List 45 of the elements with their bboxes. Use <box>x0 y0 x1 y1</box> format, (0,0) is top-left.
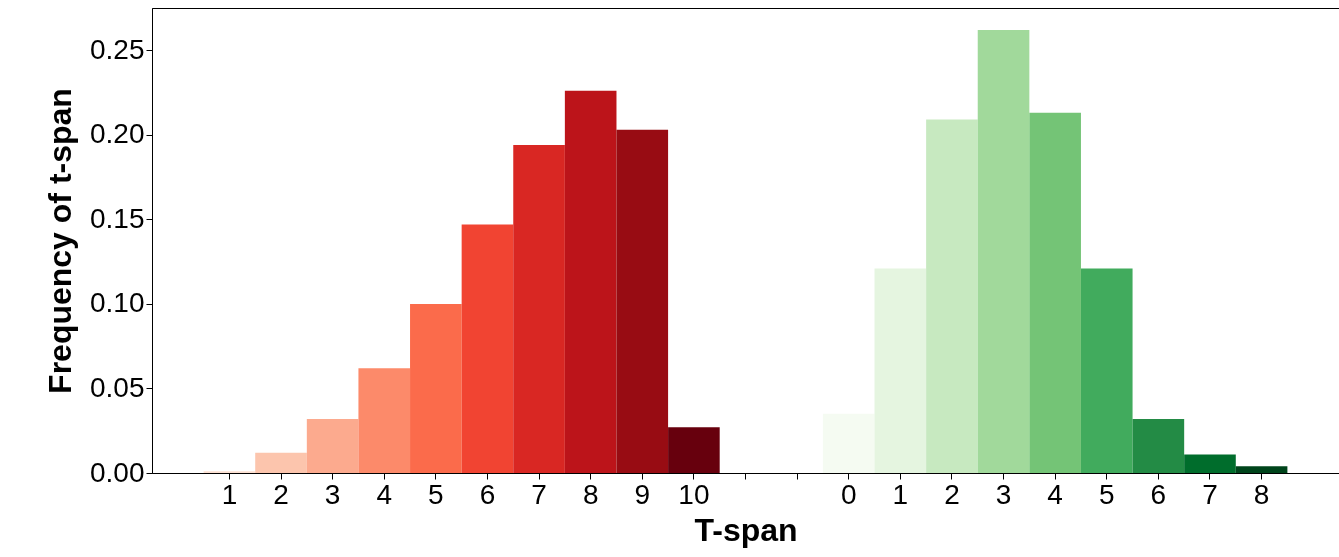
bar <box>410 303 462 473</box>
x-tick-label: 2 <box>273 478 289 510</box>
x-tick-label: 6 <box>1150 478 1167 510</box>
x-tick-label: 7 <box>531 478 547 510</box>
x-tick-label: 1 <box>892 478 909 510</box>
bar <box>1080 268 1133 473</box>
x-axis-title: T-span <box>694 511 798 548</box>
x-tick-label: 4 <box>376 478 393 510</box>
x-tick-label: 6 <box>479 478 496 510</box>
bar <box>461 224 514 473</box>
bar <box>977 29 1030 473</box>
x-tick-label: 3 <box>995 478 1012 510</box>
bar <box>1132 418 1185 473</box>
y-axis-title: Frequency of t-span <box>42 88 78 394</box>
x-tick-label: 8 <box>582 478 599 510</box>
x-tick-label: 4 <box>1047 478 1063 510</box>
y-tick-label: 0.15 <box>90 202 145 234</box>
x-tick-label: 3 <box>324 478 341 510</box>
bar <box>513 144 565 473</box>
bar <box>255 452 307 473</box>
bar <box>616 129 669 473</box>
bar <box>926 119 978 473</box>
x-tick-label: 10 <box>678 478 710 510</box>
bar <box>822 413 875 473</box>
y-tick-label: 0.00 <box>90 456 145 488</box>
x-tick-label: 8 <box>1253 478 1270 510</box>
bar <box>1029 112 1081 473</box>
bar <box>1184 454 1236 473</box>
bar <box>668 427 720 473</box>
x-tick-label: 5 <box>1098 478 1115 510</box>
bar <box>874 268 927 473</box>
bar <box>1235 466 1288 473</box>
x-tick-label: 7 <box>1202 478 1218 510</box>
x-tick-label: 1 <box>221 478 238 510</box>
x-tick-label: 5 <box>428 478 444 510</box>
bar <box>358 368 411 473</box>
y-tick-label: 0.25 <box>90 33 145 65</box>
y-tick-label: 0.10 <box>90 287 145 319</box>
x-tick-label: 9 <box>634 478 651 510</box>
y-tick-label: 0.20 <box>90 118 145 150</box>
bar <box>564 90 617 473</box>
bar <box>306 418 359 473</box>
x-tick-label: 0 <box>840 478 857 510</box>
x-tick-label: 2 <box>944 478 960 510</box>
y-tick-label: 0.05 <box>90 371 145 403</box>
